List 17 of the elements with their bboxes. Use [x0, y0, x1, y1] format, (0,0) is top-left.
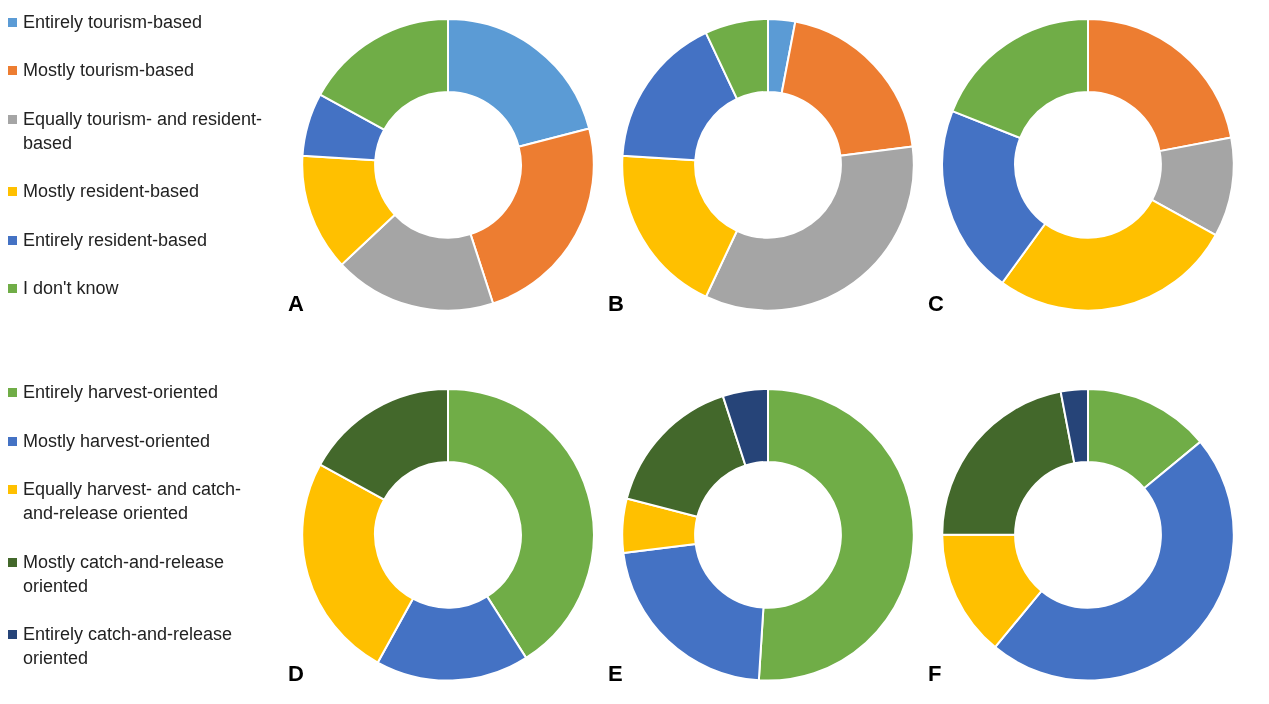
slice-label: B — [608, 290, 624, 316]
legend-label: Mostly tourism-based — [23, 59, 196, 83]
slice-label: D — [288, 660, 304, 686]
legend-label: Mostly harvest-oriented — [23, 429, 212, 453]
slice-label: E — [608, 660, 623, 686]
legend-label: Entirely resident-based — [23, 228, 209, 252]
legend-label: Equally harvest- and catch-and-release oriented — [23, 478, 243, 525]
slice-label: A — [288, 290, 304, 316]
legend-label: I don't know — [23, 276, 120, 300]
slice-label: F — [928, 660, 942, 686]
legend-label: Entirely catch-and-release oriented — [23, 623, 234, 670]
legend-label: Entirely harvest-oriented — [23, 381, 220, 404]
legend-label: Equally tourism- and resident-based — [23, 107, 264, 155]
legend-label: Entirely tourism-based — [23, 11, 204, 34]
legend-label: Mostly resident-based — [23, 180, 201, 204]
slice-label: C — [928, 290, 944, 316]
legend-label: Mostly catch-and-release oriented — [23, 550, 226, 598]
